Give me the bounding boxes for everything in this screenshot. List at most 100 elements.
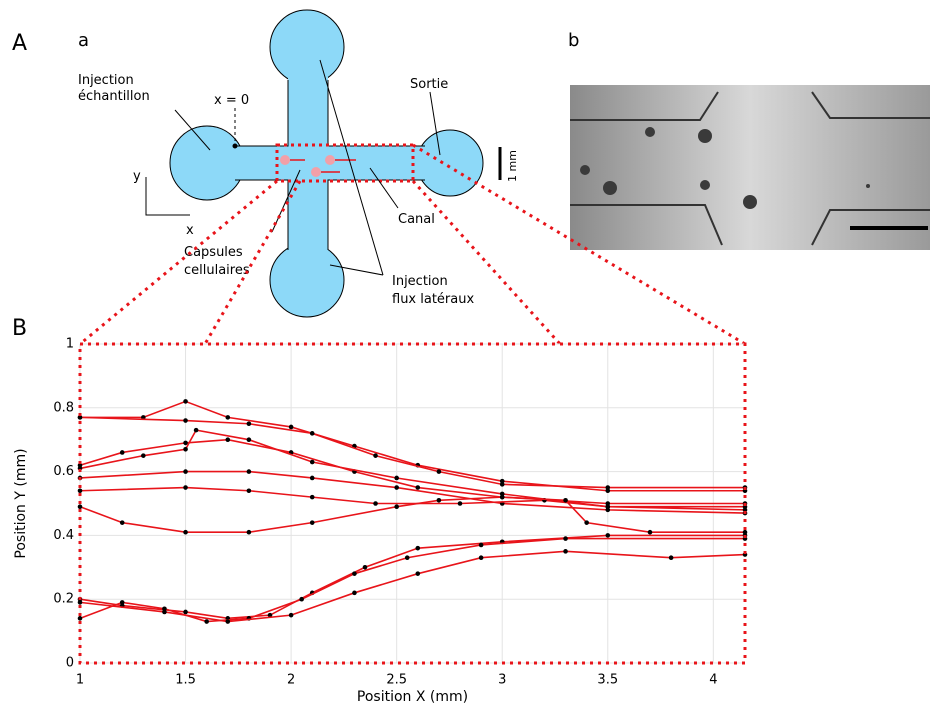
point [183, 446, 188, 452]
point [309, 475, 315, 481]
trajectory [79, 496, 745, 534]
y-axis-label: Position Y (mm) [13, 448, 29, 558]
x-axis-label: Position X (mm) [357, 689, 468, 705]
micrograph [570, 85, 930, 250]
point [647, 529, 653, 535]
point [183, 609, 188, 615]
x-tick-label: 3.5 [597, 673, 618, 688]
point [162, 609, 167, 615]
label: cellulaires [184, 263, 250, 278]
x-tick-label: 1 [76, 673, 84, 688]
point [77, 415, 83, 420]
point [415, 485, 421, 490]
point [246, 469, 252, 474]
point [563, 498, 568, 503]
point [499, 478, 505, 484]
y-tick-label: 1 [66, 337, 74, 352]
point [183, 418, 188, 423]
point [309, 431, 315, 436]
point [246, 488, 252, 494]
y-tick-label: 0 [66, 656, 74, 671]
x-tick-label: 1.5 [175, 673, 196, 688]
point [563, 536, 568, 541]
point [225, 415, 231, 420]
point [267, 612, 273, 618]
panel-label: a [78, 30, 89, 51]
point [162, 606, 167, 612]
point [246, 421, 252, 427]
point [309, 520, 315, 525]
point [394, 504, 399, 509]
point [499, 482, 505, 487]
point [225, 619, 231, 624]
trajectory [79, 470, 746, 514]
label: échantillon [78, 89, 150, 104]
point [394, 475, 399, 481]
panel-label: B [12, 316, 27, 341]
point [183, 399, 188, 404]
point [77, 600, 83, 605]
channel-region [275, 143, 415, 183]
point [183, 529, 188, 535]
point [352, 571, 357, 576]
label: x = 0 [214, 93, 249, 108]
label: Canal [398, 212, 435, 227]
point [193, 427, 199, 433]
zoom-lines [79, 143, 746, 346]
panel-label: A [12, 31, 27, 56]
label: Sortie [410, 77, 448, 92]
chart: 0 0.2 0.4 0.6 0.8 1 1 1.5 2 2.5 3 3.5 4 Position X (m… [13, 337, 748, 705]
leader-lines [145, 59, 502, 276]
y-tick-label: 0.4 [53, 528, 74, 543]
point [404, 555, 410, 561]
point [119, 450, 125, 455]
point [204, 619, 209, 624]
chip [169, 9, 484, 318]
point [415, 545, 421, 551]
x-tick-label: 3 [498, 673, 506, 688]
point [436, 469, 442, 474]
point [119, 520, 125, 525]
y-tick-label: 0.6 [53, 464, 74, 479]
point [225, 437, 231, 443]
plot-frame [78, 342, 747, 665]
point [605, 533, 611, 538]
point [668, 555, 674, 561]
x-tick-label: 2.5 [386, 673, 407, 688]
point [742, 529, 748, 535]
point [605, 507, 611, 513]
point [478, 555, 484, 561]
point [77, 462, 83, 468]
point [309, 459, 315, 465]
point [77, 488, 83, 494]
point [246, 529, 252, 535]
point [77, 504, 83, 509]
axis-label: y [133, 169, 141, 184]
point [584, 520, 589, 525]
label: Injection [78, 73, 134, 88]
point [183, 440, 188, 446]
point [478, 542, 484, 548]
axis-label: x [186, 223, 194, 238]
label: Capsules [184, 245, 243, 260]
point [183, 469, 188, 474]
point [457, 501, 463, 506]
point [563, 549, 568, 554]
point [288, 612, 294, 618]
y-tick-label: 0.8 [53, 400, 74, 415]
point [499, 494, 505, 500]
x-tick-label: 4 [709, 673, 717, 688]
point [119, 600, 125, 605]
point [352, 590, 357, 596]
point [373, 501, 378, 506]
point [362, 565, 368, 570]
label: Injection [392, 274, 448, 289]
point [436, 498, 442, 503]
panel-label: b [568, 30, 579, 51]
point [246, 437, 252, 443]
point [499, 491, 505, 497]
scale-label: 1 mm [506, 150, 519, 182]
point [415, 571, 421, 576]
point [288, 424, 294, 430]
